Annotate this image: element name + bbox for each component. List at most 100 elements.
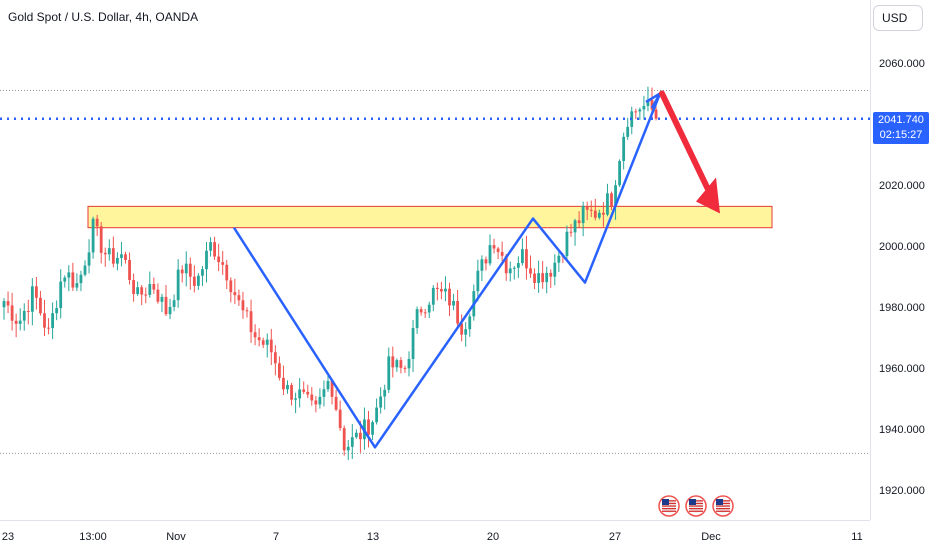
candle[interactable] (395, 358, 399, 372)
candle[interactable] (391, 346, 395, 378)
candle[interactable] (456, 289, 459, 329)
candle[interactable] (314, 395, 318, 413)
candle[interactable] (593, 198, 597, 221)
candle[interactable] (589, 200, 593, 217)
candle[interactable] (217, 243, 221, 272)
candle[interactable] (484, 256, 488, 271)
candle[interactable] (545, 266, 549, 294)
currency-button[interactable]: USD (873, 5, 923, 31)
candle[interactable] (6, 291, 10, 314)
candle[interactable] (298, 377, 302, 408)
candle[interactable] (257, 328, 261, 347)
candle[interactable] (306, 384, 310, 398)
candle[interactable] (91, 216, 95, 259)
candle[interactable] (346, 439, 350, 461)
pattern-zigzag-line[interactable] (232, 93, 662, 449)
candle[interactable] (124, 251, 127, 264)
candle[interactable] (622, 132, 626, 170)
candle[interactable] (188, 257, 192, 290)
candle[interactable] (116, 252, 119, 271)
candle[interactable] (180, 265, 184, 283)
candle[interactable] (176, 259, 180, 308)
candle[interactable] (642, 95, 646, 120)
candle[interactable] (22, 303, 26, 331)
candle[interactable] (565, 225, 569, 259)
candle[interactable] (253, 324, 257, 346)
candle[interactable] (233, 278, 237, 305)
candle[interactable] (278, 356, 281, 381)
candle[interactable] (387, 347, 391, 394)
candle[interactable] (10, 292, 14, 331)
candle[interactable] (172, 294, 176, 312)
candle[interactable] (529, 255, 532, 278)
candle[interactable] (63, 275, 67, 288)
candle[interactable] (184, 251, 188, 287)
candle[interactable] (18, 308, 22, 331)
candle[interactable] (14, 313, 18, 338)
candle[interactable] (646, 86, 650, 112)
candle[interactable] (448, 282, 451, 317)
candle[interactable] (261, 337, 265, 349)
candlestick-chart[interactable] (0, 0, 870, 520)
candle[interactable] (581, 201, 585, 237)
candle[interactable] (39, 290, 42, 316)
candle[interactable] (371, 420, 374, 441)
candle[interactable] (148, 271, 152, 298)
candle[interactable] (282, 365, 285, 396)
candle[interactable] (103, 247, 107, 267)
candle[interactable] (440, 281, 443, 300)
candle[interactable] (79, 270, 83, 292)
candle[interactable] (87, 239, 91, 274)
candle[interactable] (488, 234, 492, 266)
candle[interactable] (367, 410, 370, 448)
candle[interactable] (557, 249, 561, 272)
candle[interactable] (290, 382, 293, 406)
candle[interactable] (132, 273, 135, 302)
candle[interactable] (75, 273, 79, 292)
candle[interactable] (144, 287, 148, 304)
time-axis[interactable]: 23 13:00 Nov 7 13 20 27 Dec 11 (0, 520, 870, 551)
candle[interactable] (322, 380, 326, 407)
candle[interactable] (225, 259, 229, 290)
candle[interactable] (136, 281, 140, 296)
us-flag-icon[interactable] (712, 495, 734, 517)
candle[interactable] (525, 235, 528, 280)
candle[interactable] (610, 191, 613, 210)
candle[interactable] (375, 398, 378, 425)
candle[interactable] (399, 357, 403, 374)
candle[interactable] (407, 351, 411, 377)
candle[interactable] (330, 379, 334, 405)
candle[interactable] (423, 309, 427, 319)
candle[interactable] (415, 306, 419, 334)
candle[interactable] (294, 392, 297, 414)
candle[interactable] (30, 278, 34, 326)
candle[interactable] (51, 302, 54, 340)
candle[interactable] (59, 269, 63, 319)
candle[interactable] (160, 293, 164, 313)
candle[interactable] (549, 269, 553, 288)
candle[interactable] (630, 106, 634, 135)
candle[interactable] (541, 261, 545, 289)
candle[interactable] (634, 108, 638, 120)
candle[interactable] (597, 209, 601, 220)
candle[interactable] (354, 429, 358, 439)
candle[interactable] (120, 241, 123, 267)
candle[interactable] (516, 256, 520, 278)
candle[interactable] (111, 236, 115, 268)
candle[interactable] (47, 318, 50, 335)
candle[interactable] (626, 117, 630, 140)
candle[interactable] (512, 266, 516, 280)
candle[interactable] (338, 400, 342, 431)
candle[interactable] (99, 222, 103, 264)
candle[interactable] (302, 381, 306, 395)
candle[interactable] (107, 239, 111, 261)
candle[interactable] (310, 387, 314, 406)
candle[interactable] (26, 299, 30, 325)
candle[interactable] (221, 250, 225, 275)
candle[interactable] (573, 218, 577, 246)
candle[interactable] (286, 380, 289, 394)
projection-arrow-shaft[interactable] (659, 90, 713, 197)
candle[interactable] (492, 238, 496, 254)
candle[interactable] (245, 307, 249, 318)
candle[interactable] (533, 268, 536, 290)
